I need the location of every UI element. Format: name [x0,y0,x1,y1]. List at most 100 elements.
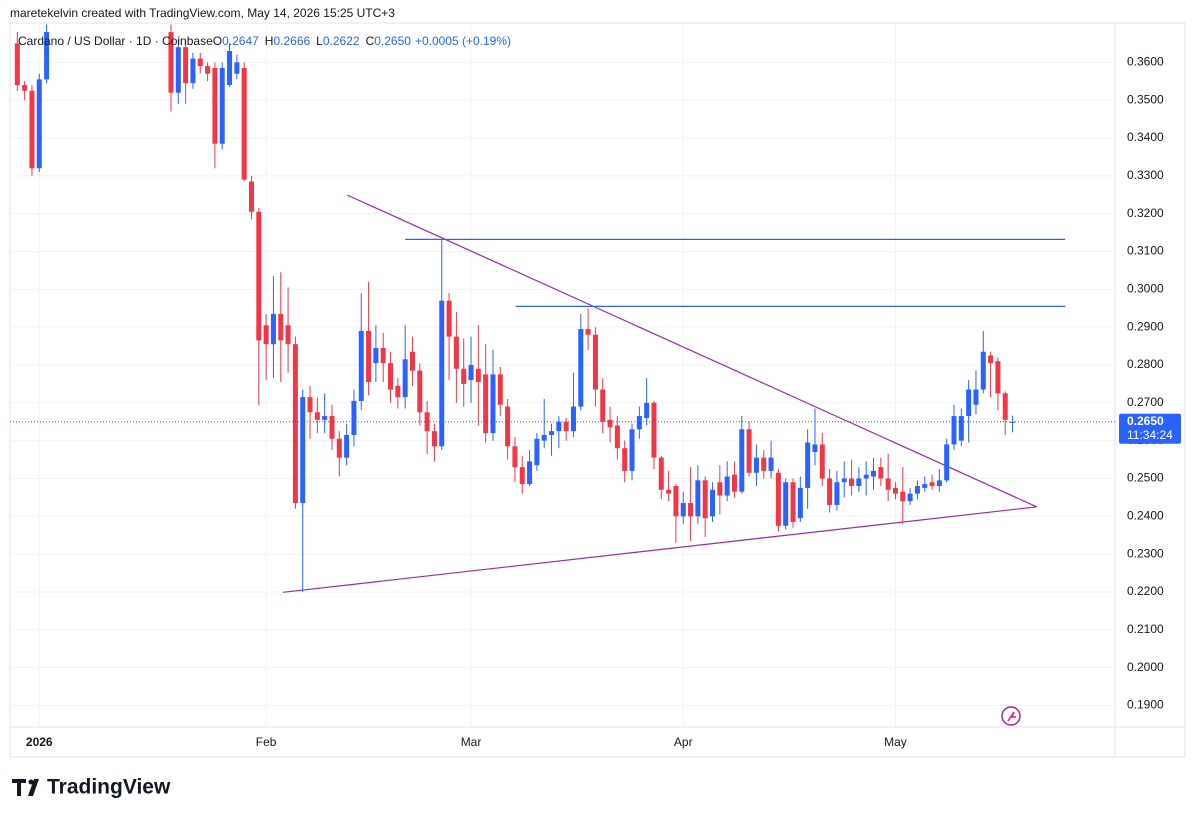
candle-body [673,486,679,517]
legend-change: +0.0005 (+0.19%) [415,34,511,48]
legend-symbol: Cardano / US Dollar · 1D · Coinbase [18,34,213,48]
candle-body [563,421,569,432]
legend-value: 0.2622 [323,34,360,48]
candle-body [278,313,284,341]
candle-body [761,457,767,471]
candle-body [446,300,452,337]
last-price-box [1119,413,1181,444]
candle-body [958,416,964,441]
candle-body [827,478,833,505]
candle-body [680,503,686,517]
y-tick-label: 0.3300 [1127,168,1164,182]
legend: Cardano / US Dollar · 1D · CoinbaseO0.26… [18,34,511,48]
candle-body [644,402,650,418]
candle-body [973,389,979,405]
y-tick-label: 0.2400 [1127,508,1164,522]
y-tick-label: 0.2200 [1127,584,1164,598]
candle-body [885,478,891,490]
candle-body [892,487,898,494]
candle-body [651,402,657,458]
candle-body [461,368,467,384]
candle-body [834,482,840,505]
candle-body [44,32,50,80]
candle-body [929,482,935,487]
candle-body [512,446,518,468]
y-tick-label: 0.2100 [1127,622,1164,636]
candle-body [241,68,247,180]
candle-body [322,416,328,420]
y-tick-label: 0.2700 [1127,395,1164,409]
candle-body [1002,393,1008,420]
candle-body [600,389,606,422]
candle-body [527,461,533,485]
y-tick-label: 0.3600 [1127,55,1164,69]
pane-border [9,22,1186,758]
candle-body [329,416,335,439]
candle-body [483,374,489,434]
drawing-line [282,506,1037,593]
footer-logo: TradingView [12,776,171,799]
candle-body [995,361,1001,394]
candle-body [988,355,994,364]
candle-body [351,400,357,435]
x-tick-label: Feb [256,735,277,749]
candle-body [578,329,584,407]
legend-key: C [366,34,375,48]
candle-body [292,344,298,504]
candle-body [775,472,781,526]
ai-icon[interactable] [1001,706,1021,726]
candle-body [190,58,196,84]
candle-body [805,442,811,488]
candle-body [585,329,591,335]
candle-body [219,68,225,144]
candle-body [900,491,906,502]
candle-body [475,368,481,382]
y-tick-label: 0.1900 [1127,698,1164,712]
x-tick-label: May [884,735,907,749]
candle-body [907,493,913,502]
legend-key: L [316,34,323,48]
candle-body [944,444,950,481]
candle-body [710,489,716,517]
candle-body [658,457,664,490]
candle-body [841,478,847,483]
x-tick-label: 2026 [26,735,53,749]
candle-body [409,351,415,371]
candle-body [666,489,672,494]
candle-body [951,416,957,445]
last-price-label: 0.2650 [1127,414,1164,428]
candle-body [549,431,555,435]
candle-body [263,325,269,345]
candle-body [256,211,262,341]
candle-body [490,374,496,434]
candle-body [336,438,342,458]
candle-body [307,397,313,413]
candle-body [168,32,174,93]
candle-body [768,457,774,471]
candle-body [248,181,254,212]
footer-text: TradingView [47,776,171,799]
y-tick-label: 0.3500 [1127,92,1164,106]
candle-body [395,385,401,398]
candle-body [212,68,218,144]
axes: 0.3600 0.3500 0.3400 0.3300 0.3200 0.3100 0.30… [26,55,1181,749]
candle-body [373,347,379,364]
candle-body [197,58,203,67]
header: maretekelvin created with TradingView.co… [10,6,395,20]
legend-value: 0.2647 [222,34,259,48]
candle-body [366,330,372,382]
candle-body [702,480,708,519]
candle-body [453,336,459,369]
candle-body [300,397,306,504]
candle-body [314,412,320,420]
countdown: 11:34:24 [1127,428,1173,442]
candle-body [388,363,394,390]
candle-body [739,429,745,492]
candle-body [922,484,928,488]
candle-body [636,416,642,430]
candle-body [914,486,920,494]
candle-body [812,444,818,452]
candle-body [380,347,386,364]
candle-body [717,482,723,496]
